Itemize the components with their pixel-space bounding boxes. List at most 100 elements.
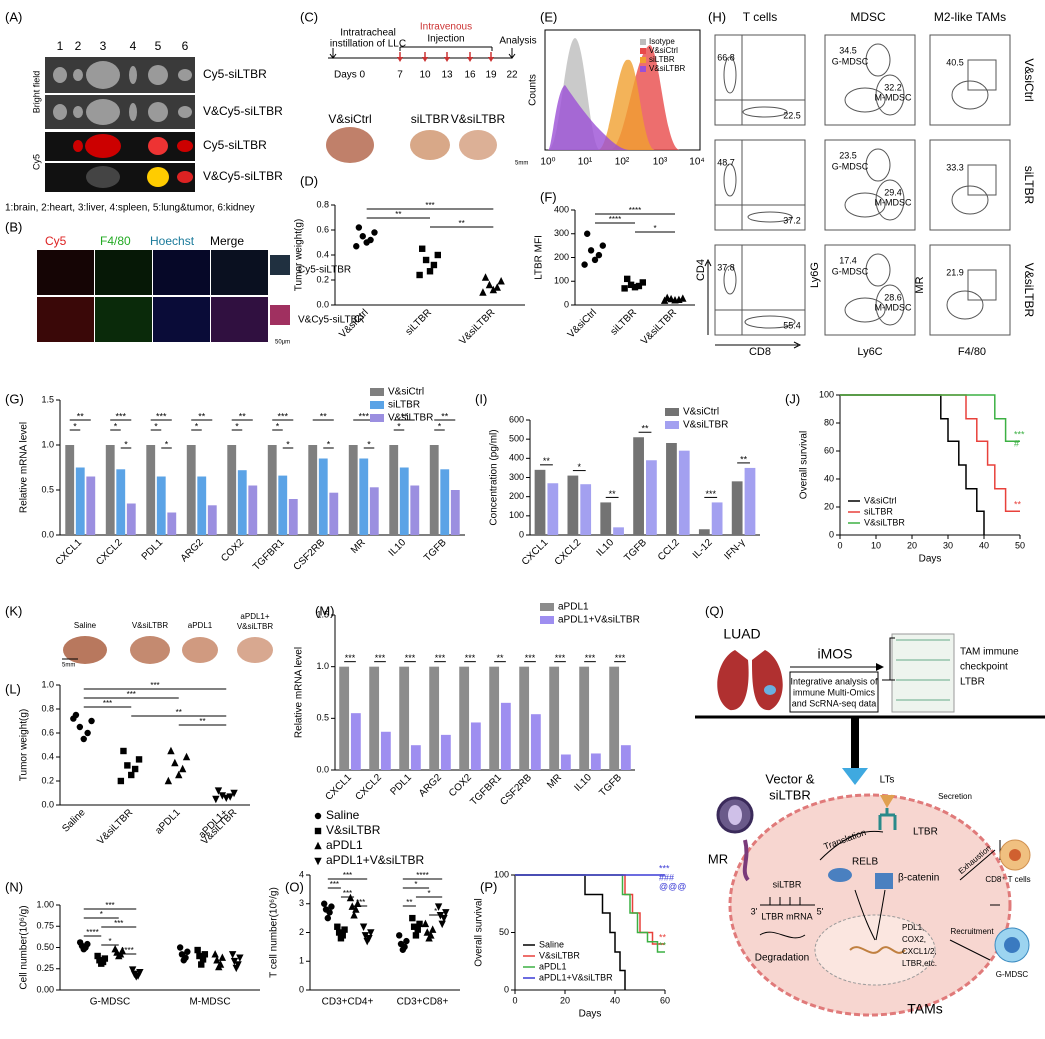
sig-label: ** [198,411,206,421]
data-point [595,251,603,259]
x-tick-label: M-MDSC [189,997,230,1008]
bar [549,666,560,770]
label: immune Multi-Omics [793,687,876,697]
label: M-MDSC [875,302,912,312]
sig-label: ** [239,411,247,421]
sig-label: * [114,421,118,431]
data-point [214,787,223,795]
bar [207,505,217,535]
legend-swatch [640,57,646,63]
y-tick-label: 0.0 [316,764,329,774]
legend-label: aPDL1+V&siLTBR [539,972,613,982]
x-tick-label: 0 [837,540,842,550]
legend-label: siLTBR [864,506,893,516]
sig-label: *** [343,871,352,880]
data-point [434,903,443,911]
label: Analysis [499,36,536,47]
data-point [621,285,628,292]
label: TAMs [907,1001,943,1017]
bar [318,458,328,535]
label: Integrative analysis of [790,676,878,686]
survival-curve [840,394,1020,442]
legend-label: siLTBR [388,400,420,411]
data-point [367,929,375,937]
sig-label: ** [496,653,504,663]
sig-label: * [653,224,656,233]
bar [489,666,500,770]
annotation: ** [1014,500,1022,510]
data-point [80,946,87,953]
x-tick-label: 0 [512,995,517,1005]
data-point [396,932,403,939]
data-point [485,280,494,289]
y-axis-label: Overall survival [474,898,485,966]
label: 2 [75,39,82,53]
bar [278,475,288,535]
sig-label: *** [465,653,476,663]
bar [519,666,530,770]
label: T cells [743,10,777,24]
bar [666,443,677,535]
y-tick-label: 1.00 [36,899,54,909]
label: 10 [419,70,431,81]
y-tick-label: 0 [564,299,569,309]
panel-label: (B) [5,219,22,234]
bar [186,445,196,535]
histogram [544,29,701,151]
bar [116,469,126,535]
data-point [201,951,209,958]
y-tick-label: 0.4 [41,751,54,761]
data-point [363,937,371,946]
data-point [341,926,348,933]
x-tick-label: 40 [979,540,989,550]
label: V&siCtrl [328,112,371,126]
data-point [624,275,631,283]
label: 10³ [653,157,668,168]
y-tick-label: 3 [299,898,304,908]
label: Cy5 [31,154,41,170]
data-point [218,792,227,800]
y-tick-label: 1.0 [41,679,54,689]
x-tick-label: CD3+CD4+ [322,997,374,1008]
bar [711,502,723,535]
y-tick-label: 80 [824,417,834,427]
y-tick-label: 0.4 [316,249,329,259]
data-point [497,277,505,285]
legend-swatch [370,414,384,422]
bar [369,487,379,535]
label: 5mm [515,161,528,167]
bar [359,458,369,535]
legend-marker [314,841,322,850]
data-point [412,932,420,939]
data-point [409,914,416,922]
label: V&Cy5-siLTBR [203,169,283,183]
label: 10⁰ [540,157,555,168]
sig-label: ** [77,411,85,421]
bar [146,445,156,535]
y-tick-label: 0.6 [41,727,54,737]
y-tick-label: 0.2 [41,775,54,785]
legend-label: V&siLTBR [388,413,433,424]
data-point [399,946,407,953]
label: 32.2 [884,82,902,92]
bar [534,469,546,535]
sig-label: * [397,421,401,431]
bar [380,731,391,770]
data-point [403,937,410,945]
data-point [410,923,418,930]
panel-label: (P) [480,879,497,894]
label: siLTBR [773,879,802,889]
bar [75,467,85,535]
data-point [328,903,335,910]
x-tick-label: IL10 [387,537,409,559]
label: Intravenous [420,22,472,33]
sig-label: ** [740,454,748,464]
bar [369,666,380,770]
x-tick-label: IL-12 [691,537,715,561]
label: Bright field [31,71,41,114]
label: V&siLTBR [1022,263,1036,318]
sig-label: ** [199,717,205,726]
bar [339,666,350,770]
sig-label: ** [320,411,328,421]
y-axis-label: LTBR MFI [534,235,545,280]
